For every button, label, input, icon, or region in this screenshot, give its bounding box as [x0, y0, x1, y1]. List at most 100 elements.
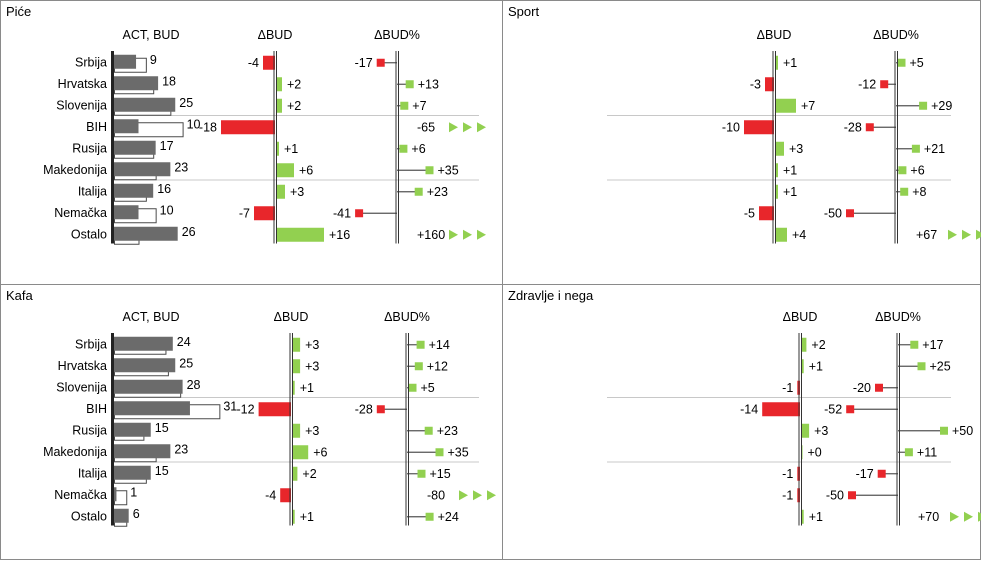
pct-marker [376, 58, 385, 67]
pct-label: +23 [427, 185, 448, 199]
delta-bar [292, 380, 295, 395]
pct-label: -50 [826, 488, 844, 502]
delta-label: +4 [792, 228, 806, 242]
pct-marker [910, 340, 919, 349]
pct-marker [355, 209, 364, 218]
delta-bar [762, 402, 800, 417]
pct-marker [919, 101, 928, 110]
category-label: Italija [78, 466, 107, 480]
act-value-label: 16 [157, 182, 171, 196]
overflow-arrow [948, 229, 957, 240]
overflow-arrow [459, 490, 468, 501]
pct-label: -28 [355, 402, 373, 416]
delta-bar [292, 509, 295, 524]
pct-label: -65 [417, 120, 435, 134]
delta-label: -4 [265, 488, 276, 502]
act-bar [114, 508, 129, 523]
category-label: Makedonija [43, 163, 107, 177]
delta-bar [221, 120, 275, 135]
pct-marker [940, 426, 948, 435]
act-bar [114, 444, 171, 459]
pct-marker [416, 340, 425, 349]
header-act-bud: ACT, BUD [123, 28, 180, 42]
act-value-label: 15 [155, 421, 169, 435]
pct-marker [898, 166, 907, 175]
act-value-label: 18 [162, 74, 176, 88]
overflow-arrow [950, 511, 959, 522]
category-label: Makedonija [43, 445, 107, 459]
pct-label: +5 [421, 381, 435, 395]
delta-bar [765, 77, 774, 92]
delta-label: +1 [783, 163, 797, 177]
pct-label: +67 [916, 228, 937, 242]
overflow-arrow [962, 229, 971, 240]
chart-svg-kafa: ACT, BUD ΔBUD ΔBUD% Srbija 24 +3 +14 Hrvatska 25… [43, 310, 496, 527]
delta-bar [276, 227, 324, 242]
pct-label: +8 [912, 185, 926, 199]
delta-bar [759, 206, 774, 221]
category-label: Slovenija [56, 380, 107, 394]
overflow-arrow [463, 229, 472, 240]
pct-label: +50 [952, 424, 973, 438]
delta-label: -1 [782, 381, 793, 395]
pct-label: -12 [858, 77, 876, 91]
delta-bar [276, 77, 282, 92]
chart-panel-zdravlje: Zdravlje i nega ACT, BUDΔBUDΔBUD%Srbija1… [502, 284, 981, 560]
act-bar [114, 487, 117, 502]
act-axis [111, 333, 114, 526]
pct-label: -17 [856, 467, 874, 481]
category-label: Hrvatska [58, 77, 107, 91]
act-value-label: 31 [223, 399, 237, 413]
pct-marker [405, 80, 414, 89]
header-delta-bud: ΔBUD [783, 310, 818, 324]
delta-label: -1 [782, 488, 793, 502]
pct-marker [877, 469, 886, 478]
overflow-arrow [477, 229, 486, 240]
act-value-label: 1 [130, 485, 137, 499]
category-label: Ostalo [71, 509, 107, 523]
overflow-arrow [978, 511, 981, 522]
act-bar [114, 140, 156, 155]
overflow-arrow [976, 229, 981, 240]
delta-bar [801, 359, 804, 374]
pct-label: +21 [924, 142, 945, 156]
pct-label: +15 [430, 467, 451, 481]
category-label: Ostalo [71, 227, 107, 241]
act-bar [114, 226, 178, 241]
pct-label: -80 [427, 488, 445, 502]
act-value-label: 28 [187, 378, 201, 392]
overflow-arrow [463, 122, 472, 133]
act-value-label: 23 [174, 442, 188, 456]
pct-marker [846, 405, 855, 414]
delta-label: +2 [287, 99, 301, 113]
delta-label: -4 [248, 56, 259, 70]
act-axis [111, 51, 114, 244]
delta-bar [292, 466, 298, 481]
category-label: Slovenija [56, 98, 107, 112]
delta-label: +3 [290, 185, 304, 199]
delta-bar [801, 337, 807, 352]
delta-label: +3 [814, 424, 828, 438]
pct-marker [846, 209, 854, 218]
delta-bar [276, 163, 294, 178]
delta-label: +1 [809, 359, 823, 373]
pct-label: +160 [417, 228, 445, 242]
delta-bar [775, 184, 778, 199]
panel-title: Sport [508, 4, 540, 19]
pct-label: +11 [917, 445, 937, 459]
delta-label: +7 [801, 99, 815, 113]
delta-label: +6 [313, 445, 327, 459]
act-bar [114, 119, 139, 134]
pct-marker [911, 144, 920, 153]
delta-bar [292, 445, 309, 460]
pct-label: +35 [438, 163, 459, 177]
delta-label: +3 [789, 142, 803, 156]
pct-marker [399, 144, 408, 153]
act-value-label: 26 [182, 225, 196, 239]
chart-svg-zdravlje: ACT, BUDΔBUDΔBUD%Srbija14+2+17Hrvatska5+… [607, 310, 981, 526]
category-label: Nemačka [54, 206, 107, 220]
delta-bar [775, 98, 796, 113]
act-bar [114, 401, 190, 416]
category-label: Rusija [72, 423, 107, 437]
delta-bar [258, 402, 291, 417]
